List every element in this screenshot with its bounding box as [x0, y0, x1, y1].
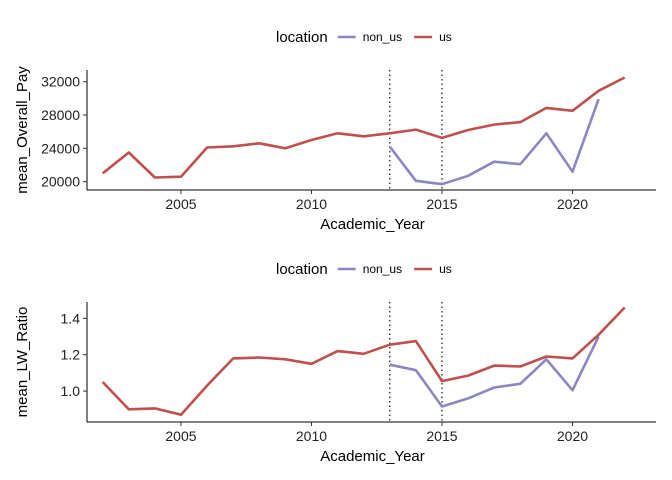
chart-1-x-tick-label: 2010: [296, 196, 327, 212]
chart-2-legend-label-non_us: non_us: [363, 262, 402, 276]
chart-2-x-axis-title: Academic_Year: [320, 448, 425, 465]
chart-2-y-tick-label: 1.0: [61, 383, 81, 399]
chart-2-x-tick-label: 2015: [426, 428, 457, 444]
chart-2-x-tick-label: 2005: [165, 428, 196, 444]
chart-2-y-tick-label: 1.4: [61, 310, 81, 326]
chart-1-legend-label-non_us: non_us: [363, 30, 402, 44]
chart-1-y-axis-title: mean_Overall_Pay: [14, 66, 31, 194]
chart-2-series-line-non_us: [389, 335, 600, 408]
chart-2-legend-title: location: [276, 261, 328, 278]
chart-1-y-tick-label: 24000: [41, 140, 80, 156]
chart-1-y-tick-label: 20000: [41, 174, 80, 190]
chart-1-series-line-non_us: [388, 98, 600, 186]
chart-2-x-tick-label: 2010: [296, 428, 327, 444]
chart-1-legend-label-us: us: [439, 30, 452, 44]
chart-1-x-tick-label: 2020: [557, 196, 588, 212]
chart-1-y-tick-label: 28000: [41, 107, 80, 123]
chart-2-legend-label-us: us: [439, 262, 452, 276]
chart-2-y-tick-label: 1.2: [61, 347, 81, 363]
chart-2-series-line-us: [101, 306, 626, 417]
chart-2-x-tick-label: 2020: [557, 428, 588, 444]
chart-1-x-axis-title: Academic_Year: [320, 216, 425, 233]
chart-1-y-tick-label: 32000: [41, 74, 80, 90]
chart-1-x-tick-label: 2015: [426, 196, 457, 212]
chart-2-y-axis-title: mean_LW_Ratio: [14, 307, 31, 418]
chart-1-legend-title: location: [276, 29, 328, 46]
chart-1-x-tick-label: 2005: [165, 196, 196, 212]
chart-1-series-line-us: [101, 76, 626, 179]
